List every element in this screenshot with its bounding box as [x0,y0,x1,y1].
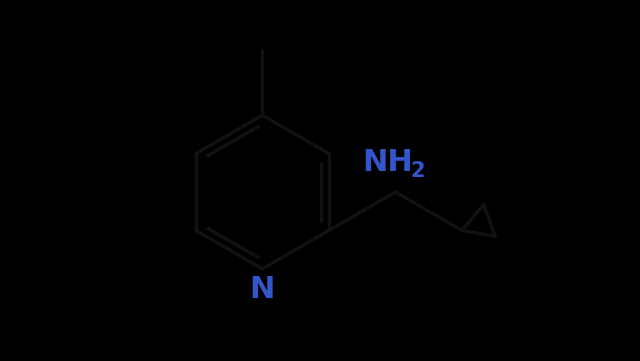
Text: N: N [250,275,275,304]
Text: 2: 2 [411,161,426,180]
Text: NH: NH [362,148,413,177]
